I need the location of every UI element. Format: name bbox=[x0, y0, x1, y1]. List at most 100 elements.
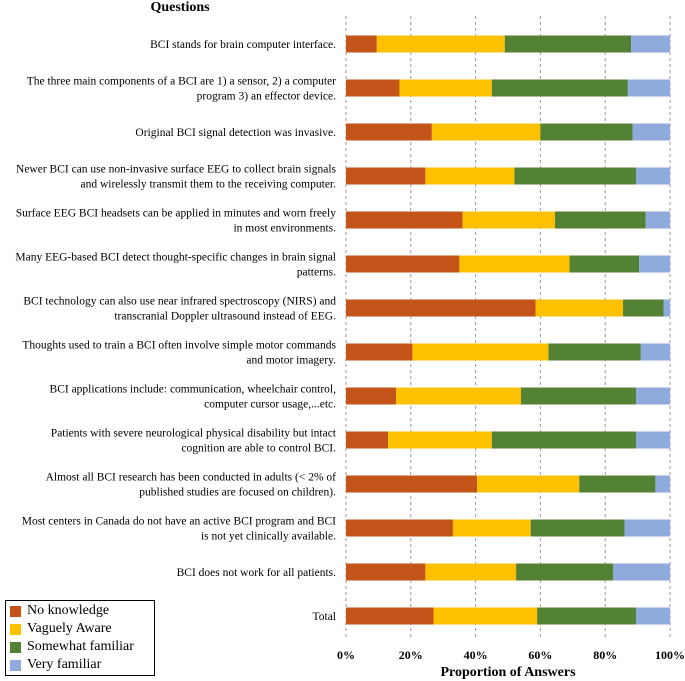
legend-label: Vaguely Aware bbox=[27, 621, 112, 636]
question-label: Almost all BCI research has been conduct… bbox=[46, 472, 337, 499]
bar-segment bbox=[663, 299, 670, 317]
question-label-line: Newer BCI can use non-invasive surface E… bbox=[16, 164, 337, 176]
bar-segment bbox=[635, 431, 670, 449]
bar-segment bbox=[635, 607, 670, 625]
question-label: BCI stands for brain computer interface. bbox=[150, 39, 336, 51]
question-label: Most centers in Canada do not have an ac… bbox=[22, 516, 336, 543]
bar-segment bbox=[346, 519, 453, 537]
x-axis-ticks: 0% 20% 40% 60% 80% 100% bbox=[337, 648, 685, 662]
question-label-line: and wirelessly transmit them to the rece… bbox=[81, 179, 337, 191]
x-tick-label: 0% bbox=[337, 648, 355, 662]
legend-label: Very familiar bbox=[27, 657, 102, 672]
question-labels: BCI stands for brain computer interface.… bbox=[15, 39, 336, 623]
question-label-line: and motor imagery. bbox=[246, 355, 336, 367]
bar-segment bbox=[569, 255, 640, 273]
question-label: Total bbox=[313, 611, 336, 623]
question-label: BCI applications include: communication,… bbox=[50, 384, 337, 411]
bar-segment bbox=[635, 387, 670, 405]
bar-segment bbox=[346, 255, 460, 273]
bar-segment bbox=[346, 431, 389, 449]
bar-segment bbox=[530, 519, 625, 537]
question-label: Patients with severe neurological physic… bbox=[51, 428, 337, 455]
legend-item-vaguely-aware: Vaguely Aware bbox=[10, 620, 150, 638]
x-tick-label: 100% bbox=[655, 648, 685, 662]
question-label-line: The three main components of a BCI are 1… bbox=[27, 76, 336, 88]
bar-segment bbox=[627, 79, 670, 97]
legend-swatch bbox=[10, 659, 21, 671]
x-axis-title: Proportion of Answers bbox=[440, 665, 576, 680]
question-label-line: program 3) an effector device. bbox=[197, 91, 336, 103]
bar-segment bbox=[640, 343, 670, 361]
legend-item-no-knowledge: No knowledge bbox=[10, 602, 150, 620]
bar-segment bbox=[346, 35, 377, 53]
bar-segment bbox=[477, 475, 580, 493]
question-label-line: computer cursor usage,...etc. bbox=[204, 399, 336, 411]
legend-swatch bbox=[10, 641, 21, 653]
bar-segment bbox=[655, 475, 670, 493]
question-label-line: Surface EEG BCI headsets can be applied … bbox=[16, 208, 337, 220]
bar-segment bbox=[554, 211, 646, 229]
bar-segment bbox=[645, 211, 670, 229]
bar-segment bbox=[613, 563, 670, 581]
question-label-line: BCI does not work for all patients. bbox=[177, 567, 337, 579]
bar-segment bbox=[631, 35, 670, 53]
bar-segment bbox=[346, 475, 478, 493]
bar-segment bbox=[396, 387, 521, 405]
question-label-line: Total bbox=[313, 611, 336, 623]
bar-segment bbox=[425, 563, 517, 581]
legend-item-very-familiar: Very familiar bbox=[10, 656, 150, 674]
bar-segment bbox=[346, 607, 434, 625]
legend-label: No knowledge bbox=[27, 603, 110, 618]
legend-swatch bbox=[10, 623, 21, 635]
bar-segment bbox=[425, 167, 515, 185]
bar-segment bbox=[433, 607, 538, 625]
legend-label: Somewhat familiar bbox=[27, 639, 134, 654]
question-label-line: patterns. bbox=[297, 267, 336, 279]
bar-segment bbox=[346, 123, 432, 141]
bar-segment bbox=[346, 343, 413, 361]
gridlines bbox=[345, 16, 671, 638]
bar-segment bbox=[346, 299, 536, 317]
question-label-line: cognition are able to control BCI. bbox=[181, 443, 336, 455]
x-tick-label: 80% bbox=[593, 648, 617, 662]
bar-segment bbox=[346, 211, 463, 229]
question-label-line: in most environments. bbox=[233, 223, 336, 235]
bar-segment bbox=[491, 79, 628, 97]
bar-segment bbox=[431, 123, 541, 141]
question-label: Many EEG-based BCI detect thought-specif… bbox=[15, 252, 336, 279]
question-label-line: BCI stands for brain computer interface. bbox=[150, 39, 336, 51]
bar-segment bbox=[388, 431, 492, 449]
legend-swatch bbox=[10, 605, 21, 617]
bar-segment bbox=[462, 211, 555, 229]
bar-segment bbox=[623, 299, 664, 317]
bar-segment bbox=[548, 343, 641, 361]
bar-segment bbox=[504, 35, 632, 53]
question-label-line: transcranial Doppler ultrasound instead … bbox=[114, 311, 336, 323]
question-label-line: Patients with severe neurological physic… bbox=[51, 428, 337, 440]
bar-segment bbox=[632, 123, 670, 141]
x-tick-label: 60% bbox=[528, 648, 552, 662]
x-tick-label: 20% bbox=[399, 648, 423, 662]
bar-segment bbox=[520, 387, 636, 405]
bars bbox=[346, 35, 670, 625]
bar-segment bbox=[535, 299, 624, 317]
question-label-line: BCI applications include: communication,… bbox=[50, 384, 337, 396]
bar-segment bbox=[639, 255, 670, 273]
bar-segment bbox=[624, 519, 670, 537]
y-axis-title: Questions bbox=[150, 0, 210, 15]
bar-segment bbox=[346, 387, 397, 405]
bar-segment bbox=[579, 475, 656, 493]
question-label: Thoughts used to train a BCI often invol… bbox=[22, 340, 336, 367]
x-tick-label: 40% bbox=[464, 648, 488, 662]
bar-segment bbox=[537, 607, 636, 625]
question-label-line: Many EEG-based BCI detect thought-specif… bbox=[15, 252, 336, 264]
bar-segment bbox=[516, 563, 614, 581]
question-label-line: BCI technology can also use near infrare… bbox=[23, 296, 336, 308]
question-label: Surface EEG BCI headsets can be applied … bbox=[16, 208, 337, 235]
bar-segment bbox=[540, 123, 633, 141]
bar-segment bbox=[452, 519, 531, 537]
bar-segment bbox=[635, 167, 670, 185]
question-label: Original BCI signal detection was invasi… bbox=[135, 127, 336, 139]
question-label: Newer BCI can use non-invasive surface E… bbox=[16, 164, 337, 191]
